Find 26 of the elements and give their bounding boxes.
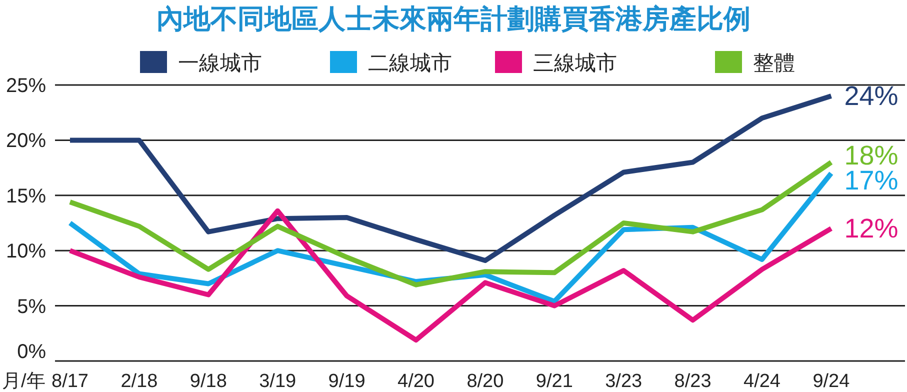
y-tick-label: 0% xyxy=(17,341,46,363)
x-tick-label: 9/21 xyxy=(536,371,573,392)
title: 內地不同地區人士未來兩年計劃購買香港房產比例 xyxy=(156,4,750,34)
y-tick-label: 5% xyxy=(17,296,46,318)
legend-label: 一線城市 xyxy=(178,52,262,75)
x-tick-label: 9/24 xyxy=(812,371,850,392)
x-tick-label: 3/23 xyxy=(605,371,642,392)
x-tick-label: 8/23 xyxy=(674,371,712,392)
y-tick-label: 15% xyxy=(6,185,46,208)
x-tick-label: 3/19 xyxy=(259,371,296,392)
x-axis-title: 月/年 xyxy=(2,371,46,392)
x-tick-label: 8/20 xyxy=(466,371,504,392)
data-label: 24% xyxy=(844,81,898,112)
legend-label: 整體 xyxy=(753,52,795,75)
x-tick-label: 4/20 xyxy=(398,371,434,392)
x-tick-label: 2/18 xyxy=(120,371,158,392)
y-tick-label: 25% xyxy=(6,75,46,97)
y-tick-label: 10% xyxy=(6,240,46,263)
legend-label: 二線城市 xyxy=(368,52,452,75)
x-tick-label: 9/18 xyxy=(190,371,227,392)
y-tick-label: 20% xyxy=(6,130,46,152)
x-tick-label: 4/24 xyxy=(744,371,781,392)
x-tick-label: 9/19 xyxy=(328,371,366,392)
legend-label: 三線城市 xyxy=(533,52,617,75)
x-tick-label: 8/17 xyxy=(52,371,88,392)
data-label: 12% xyxy=(844,214,898,244)
